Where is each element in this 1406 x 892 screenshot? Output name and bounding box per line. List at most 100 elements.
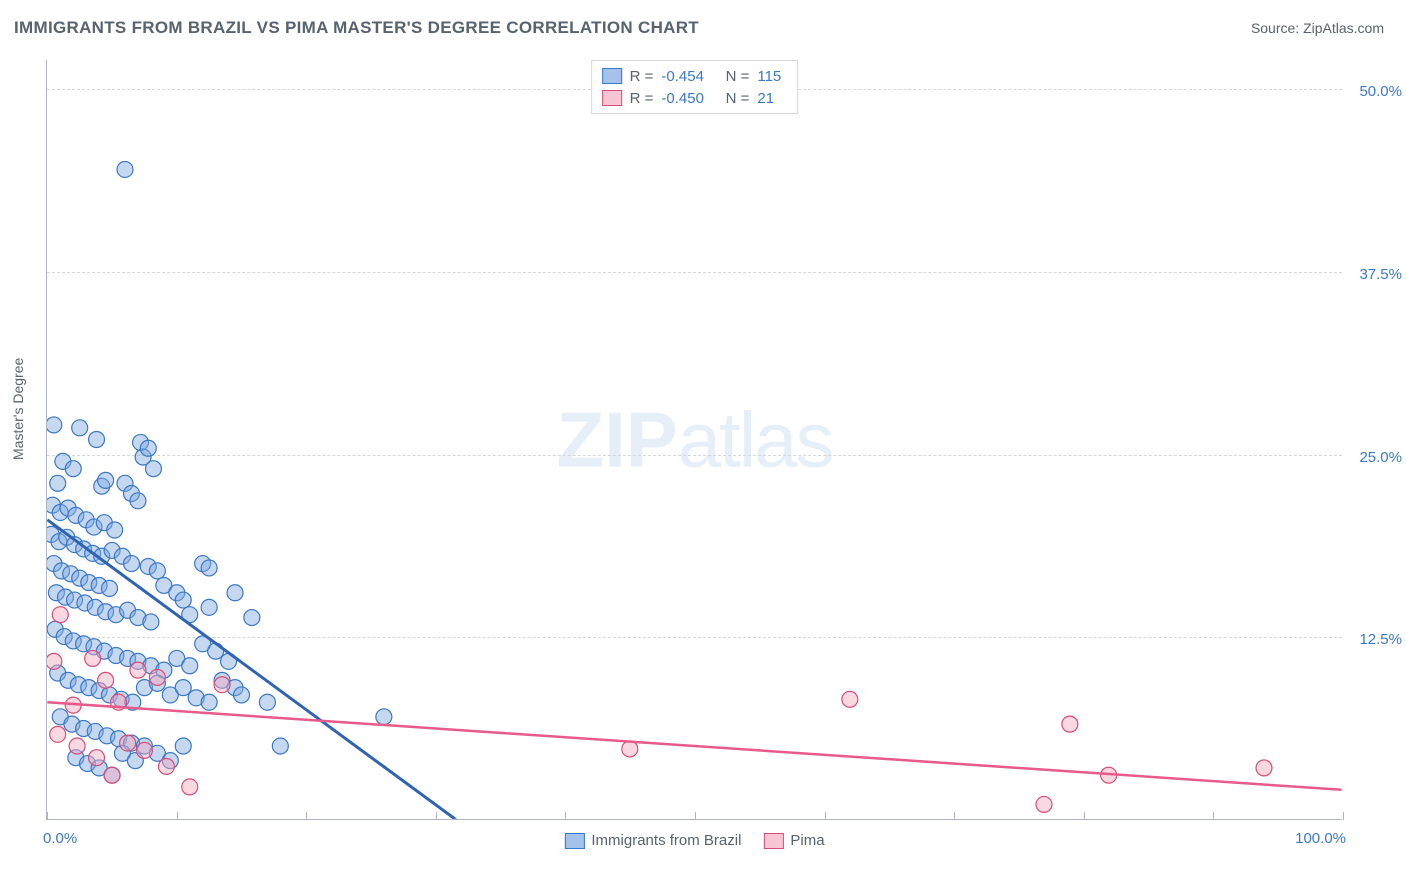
- grid-line: [47, 455, 1342, 456]
- data-point: [104, 542, 120, 558]
- data-point: [272, 738, 288, 754]
- data-point: [149, 563, 165, 579]
- legend-swatch: [564, 833, 584, 849]
- legend-swatch: [602, 68, 622, 84]
- x-tick: [954, 812, 955, 820]
- data-point: [182, 658, 198, 674]
- data-point: [162, 753, 178, 769]
- x-tick: [47, 812, 48, 820]
- data-point: [60, 672, 76, 688]
- data-point: [85, 545, 101, 561]
- x-tick: [306, 812, 307, 820]
- data-point: [76, 541, 92, 557]
- data-point: [107, 522, 123, 538]
- data-point: [94, 548, 110, 564]
- data-point: [136, 738, 152, 754]
- data-point: [195, 556, 211, 572]
- y-tick-label: 12.5%: [1350, 631, 1402, 648]
- data-point: [114, 548, 130, 564]
- watermark: ZIPatlas: [556, 394, 832, 485]
- legend-row: R =-0.454 N =115: [602, 65, 788, 87]
- trend-line: [47, 520, 455, 819]
- data-point: [94, 478, 110, 494]
- data-point: [113, 691, 129, 707]
- data-point: [47, 417, 62, 433]
- data-point: [69, 738, 85, 754]
- data-point: [52, 607, 68, 623]
- data-point: [89, 432, 105, 448]
- data-point: [182, 607, 198, 623]
- data-point: [70, 677, 86, 693]
- data-point: [91, 683, 107, 699]
- data-point: [91, 760, 107, 776]
- data-point: [47, 653, 62, 669]
- data-point: [208, 643, 224, 659]
- data-point: [130, 610, 146, 626]
- x-tick: [1084, 812, 1085, 820]
- data-point: [111, 731, 127, 747]
- legend-r-value: -0.454: [661, 68, 713, 85]
- data-point: [57, 589, 73, 605]
- data-point: [234, 687, 250, 703]
- data-point: [50, 475, 66, 491]
- data-point: [63, 566, 79, 582]
- x-tick-label-max: 100.0%: [1295, 830, 1346, 847]
- data-point: [221, 653, 237, 669]
- data-point: [52, 504, 68, 520]
- data-point: [89, 750, 105, 766]
- data-point: [182, 779, 198, 795]
- data-point: [48, 585, 64, 601]
- data-point: [108, 648, 124, 664]
- data-point: [98, 672, 114, 688]
- y-tick-label: 50.0%: [1350, 83, 1402, 100]
- data-point: [130, 493, 146, 509]
- data-point: [101, 687, 117, 703]
- legend-r-value: -0.450: [661, 90, 713, 107]
- data-point: [175, 592, 191, 608]
- data-point: [111, 694, 127, 710]
- data-point: [136, 680, 152, 696]
- trendlines-layer: [47, 60, 1342, 819]
- x-tick: [695, 812, 696, 820]
- legend-item: Immigrants from Brazil: [564, 832, 741, 849]
- data-point: [227, 585, 243, 601]
- y-axis-label: Master's Degree: [10, 358, 26, 460]
- data-point: [117, 161, 133, 177]
- legend-n-label: N =: [721, 68, 749, 85]
- data-point: [158, 758, 174, 774]
- data-point: [201, 599, 217, 615]
- data-point: [79, 756, 95, 772]
- data-point: [87, 723, 103, 739]
- data-point: [81, 680, 97, 696]
- data-point: [99, 728, 115, 744]
- data-point: [1062, 716, 1078, 732]
- data-point: [108, 607, 124, 623]
- data-point: [55, 453, 71, 469]
- data-point: [101, 580, 117, 596]
- data-point: [130, 653, 146, 669]
- x-tick: [565, 812, 566, 820]
- data-point: [98, 604, 114, 620]
- data-point: [120, 650, 136, 666]
- grid-line: [47, 272, 1342, 273]
- data-point: [65, 697, 81, 713]
- data-point: [77, 595, 93, 611]
- data-point: [96, 515, 112, 531]
- data-point: [149, 675, 165, 691]
- data-point: [60, 500, 76, 516]
- legend-swatch: [602, 90, 622, 106]
- legend-item: Pima: [763, 832, 824, 849]
- data-point: [120, 602, 136, 618]
- data-point: [376, 709, 392, 725]
- data-point: [47, 621, 63, 637]
- data-point: [120, 735, 136, 751]
- chart-title: IMMIGRANTS FROM BRAZIL VS PIMA MASTER'S …: [14, 18, 699, 38]
- data-point: [156, 662, 172, 678]
- data-point: [1256, 760, 1272, 776]
- data-point: [65, 461, 81, 477]
- data-point: [81, 575, 97, 591]
- data-point: [50, 726, 66, 742]
- data-point: [123, 735, 139, 751]
- data-point: [86, 639, 102, 655]
- legend-swatch: [763, 833, 783, 849]
